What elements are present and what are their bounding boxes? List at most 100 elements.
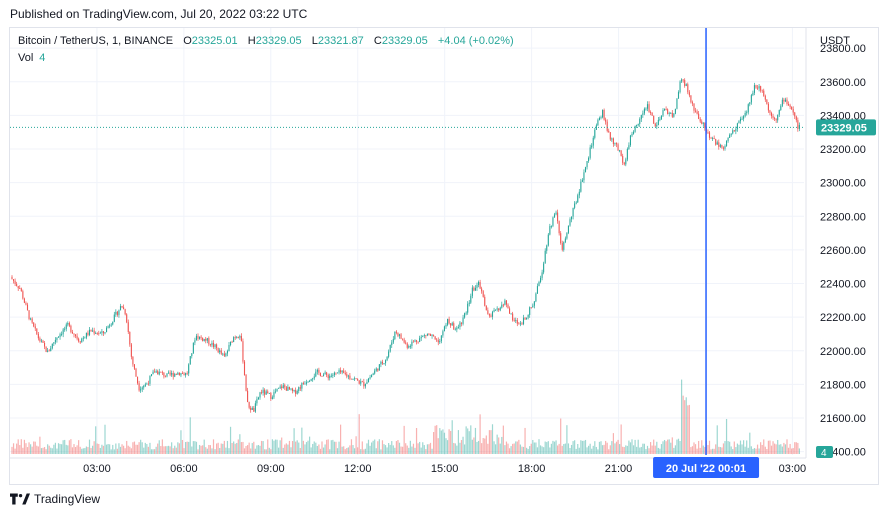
volume-bar [202,445,204,454]
volume-bar [712,448,714,454]
candle [636,125,638,127]
volume-bar [484,438,486,454]
chart-frame[interactable] [9,27,879,485]
volume-bar [115,443,117,454]
volume-bar [783,442,785,454]
volume-bar [195,441,198,454]
volume-bar [129,446,131,454]
volume-bar [701,440,703,454]
volume-bar [677,438,680,454]
candle [504,300,506,305]
candle [406,343,408,348]
candle [496,308,498,310]
candle [208,338,210,345]
volume-bar [285,443,287,454]
volume-bar [92,445,94,454]
volume-bar [105,444,108,454]
volume-bar [769,440,771,454]
volume-bar [57,443,60,454]
candle [416,340,418,342]
candle [138,383,140,391]
volume-bar [403,425,405,454]
candle [115,311,117,315]
volume-bar [214,449,216,454]
volume-bar [527,448,529,454]
volume-bar [460,440,463,454]
volume-bar [601,445,604,454]
candle [185,373,187,376]
candle [34,326,36,329]
volume-bar [716,425,718,454]
volume-bar [248,442,250,454]
candle [485,305,487,311]
volume-bar [605,440,607,454]
volume-bar [253,441,255,454]
candle [302,383,304,384]
volume-bar [743,440,745,454]
volume-bar [364,448,366,454]
volume-bar [541,446,543,454]
candle [160,371,162,373]
candle [48,350,50,352]
symbol-legend[interactable]: Bitcoin / TetherUS, 1, BINANCE O23325.01… [18,35,514,47]
candle [464,313,466,318]
volume-bar [707,445,709,454]
volume-bar [398,442,401,454]
volume-bar [124,448,126,454]
crosshair-time-badge[interactable] [653,457,760,478]
volume-bar [673,447,675,454]
candle [73,333,75,335]
candle [223,353,225,356]
candle [364,384,366,387]
volume-bar [299,447,301,454]
symbol-name[interactable]: Bitcoin / TetherUS, 1, BINANCE [18,35,174,47]
volume-bar [588,445,590,454]
candle [158,371,160,375]
footer-brand[interactable]: TradingView [10,492,100,506]
candle [256,399,258,404]
volume-bar [405,443,407,454]
volume-bar [468,431,470,454]
volume-bar [65,444,67,454]
candle [622,155,624,163]
candle [733,130,735,132]
volume-bar [459,442,461,454]
volume-bar [222,443,224,454]
volume-bar [643,443,645,454]
candle [676,98,678,109]
candle [481,288,483,292]
volume-bar [344,449,346,454]
volume-bar [298,442,300,454]
candle [479,281,481,289]
candle [33,322,35,327]
candle [171,373,173,375]
candle [212,342,215,347]
volume-bar [223,440,225,454]
candle [474,287,476,291]
volume-bar [594,441,596,454]
volume-bar [319,448,322,454]
volume-bar [687,405,689,454]
volume-bar [53,444,55,454]
volume-bar [580,440,582,454]
candle [71,331,73,334]
candle [383,363,385,364]
volume-bar [572,441,574,454]
volume-bar [437,438,439,454]
volume-legend[interactable]: Vol 4 [18,52,45,64]
volume-bar [676,439,678,454]
candle [695,110,697,112]
volume-bar [733,441,735,454]
volume-bar [81,448,83,454]
volume-bar [412,443,415,454]
candle [549,226,551,235]
volume-bar [229,426,232,454]
candle [515,320,517,321]
candle [163,372,165,377]
candle [533,301,535,306]
volume-bar [143,447,145,454]
volume-bar [598,441,601,454]
candle [470,295,472,303]
candle [110,324,112,326]
